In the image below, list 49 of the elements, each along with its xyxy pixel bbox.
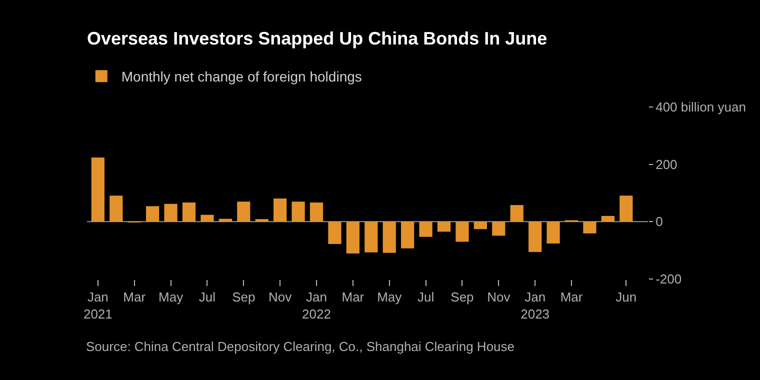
x-tick-label: Sep [450, 290, 474, 305]
bar [200, 214, 214, 222]
bar [510, 205, 524, 222]
y-tick-label: 400 billion yuan [656, 100, 746, 115]
x-tick-label: Jan 2023 [520, 290, 550, 322]
x-tick-label: Mar [342, 290, 365, 305]
x-tick-label: Jan 2022 [302, 290, 331, 322]
y-tick-label: 200 [656, 156, 678, 172]
bar [310, 202, 324, 222]
bar [274, 198, 287, 222]
y-tick-label: -200 [656, 272, 682, 287]
bar [528, 222, 542, 252]
x-tick-label: Nov [268, 290, 292, 305]
source-note: Source: China Central Depository Clearing, Co., Shanghai Clearing House [86, 339, 515, 354]
x-tick-label: May [158, 290, 184, 305]
x-tick-label: Mar [560, 290, 584, 305]
bar [546, 222, 560, 244]
chart-title: Overseas Investors Snapped Up China Bonds In June [87, 28, 548, 48]
bar [492, 222, 506, 236]
bar [292, 202, 305, 222]
bar [437, 222, 451, 232]
bar [146, 206, 160, 222]
x-tick-label: May [377, 290, 402, 305]
bar [91, 157, 104, 222]
bar [583, 222, 596, 234]
bar [456, 222, 469, 242]
bar [255, 219, 268, 222]
legend-label: Monthly net change of foreign holdings [121, 68, 362, 85]
x-tick-label: Nov [487, 290, 511, 305]
bar [620, 196, 633, 222]
y-tick-label: 0 [656, 214, 663, 230]
x-tick-label: Jan 2021 [83, 290, 112, 322]
bar [474, 222, 487, 230]
bar [237, 202, 250, 222]
bar [419, 222, 432, 237]
bar [328, 222, 342, 244]
bar [182, 202, 196, 222]
bar [601, 216, 614, 222]
x-tick-label: Jul [417, 290, 434, 305]
x-tick-label: Jul [198, 290, 216, 305]
bar [346, 222, 360, 254]
bar [164, 204, 178, 222]
x-tick-label: Mar [123, 290, 146, 305]
x-tick-label: Jun [616, 290, 637, 305]
bar [110, 196, 123, 222]
bar [364, 222, 378, 252]
x-tick-label: Sep [232, 290, 256, 305]
bar [401, 222, 414, 248]
bar [382, 222, 396, 253]
